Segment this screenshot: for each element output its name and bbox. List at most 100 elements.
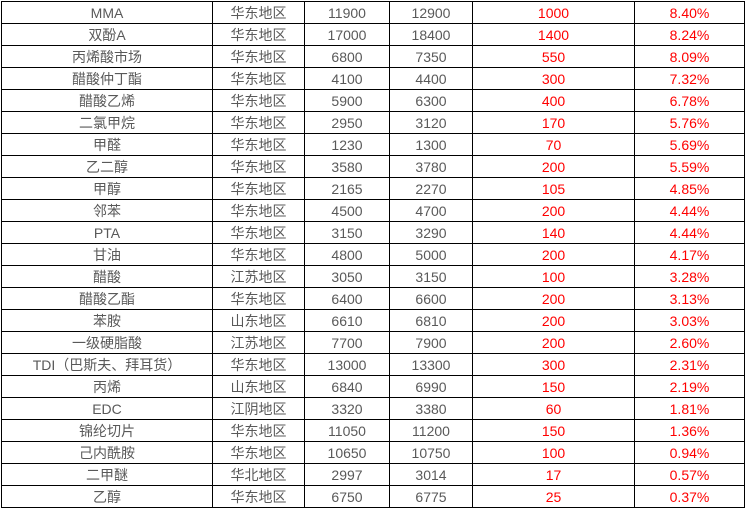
cell-product-name: 邻苯 [1,199,213,222]
cell-region: 华东地区 [212,243,305,266]
cell-change-percent: 5.69% [634,133,745,156]
cell-prev-price: 17000 [304,23,390,46]
table-row: 醋酸乙酯 华东地区 6400 6600 200 3.13% [1,287,745,310]
table-row: 甲醛 华东地区 1230 1300 70 5.69% [1,133,745,156]
cell-product-name: 甘油 [1,243,213,266]
cell-region: 华东地区 [212,1,305,24]
cell-product-name: 己内酰胺 [1,441,213,464]
cell-price-change: 200 [472,199,635,222]
cell-current-price: 18400 [389,23,473,46]
cell-change-percent: 4.17% [634,243,745,266]
cell-product-name: 甲醛 [1,133,213,156]
cell-price-change: 1400 [472,23,635,46]
cell-product-name: 双酚A [1,23,213,46]
cell-price-change: 300 [472,353,635,376]
cell-current-price: 3120 [389,111,473,134]
table-row: TDI（巴斯夫、拜耳货） 华东地区 13000 13300 300 2.31% [1,353,745,376]
cell-price-change: 200 [472,243,635,266]
cell-region: 华东地区 [212,155,305,178]
cell-change-percent: 4.44% [634,221,745,244]
cell-region: 华东地区 [212,199,305,222]
table-row: 丙烯 山东地区 6840 6990 150 2.19% [1,375,745,398]
cell-product-name: 乙二醇 [1,155,213,178]
cell-prev-price: 6840 [304,375,390,398]
cell-change-percent: 3.03% [634,309,745,332]
cell-product-name: 醋酸 [1,265,213,288]
cell-current-price: 11200 [389,419,473,442]
cell-current-price: 6775 [389,485,473,508]
cell-prev-price: 4100 [304,67,390,90]
cell-change-percent: 0.94% [634,441,745,464]
cell-price-change: 200 [472,331,635,354]
cell-prev-price: 3320 [304,397,390,420]
table-row: 二氯甲烷 华东地区 2950 3120 170 5.76% [1,111,745,134]
cell-prev-price: 6750 [304,485,390,508]
cell-product-name: 苯胺 [1,309,213,332]
table-row: 一级硬脂酸 江苏地区 7700 7900 200 2.60% [1,331,745,354]
table-row: 苯胺 山东地区 6610 6810 200 3.03% [1,309,745,332]
cell-change-percent: 6.78% [634,89,745,112]
cell-current-price: 3014 [389,463,473,486]
table-row: 丙烯酸市场 华东地区 6800 7350 550 8.09% [1,45,745,68]
cell-product-name: 醋酸仲丁酯 [1,67,213,90]
cell-prev-price: 1230 [304,133,390,156]
cell-price-change: 170 [472,111,635,134]
cell-price-change: 100 [472,265,635,288]
cell-change-percent: 1.36% [634,419,745,442]
cell-current-price: 6990 [389,375,473,398]
table-row: 己内酰胺 华东地区 10650 10750 100 0.94% [1,441,745,464]
cell-current-price: 7350 [389,45,473,68]
cell-region: 华东地区 [212,67,305,90]
cell-change-percent: 5.59% [634,155,745,178]
cell-prev-price: 7700 [304,331,390,354]
cell-price-change: 17 [472,463,635,486]
cell-change-percent: 5.76% [634,111,745,134]
cell-prev-price: 5900 [304,89,390,112]
cell-change-percent: 2.19% [634,375,745,398]
cell-prev-price: 11900 [304,1,390,24]
cell-region: 江阴地区 [212,397,305,420]
cell-current-price: 3150 [389,265,473,288]
table-row: 锦纶切片 华东地区 11050 11200 150 1.36% [1,419,745,442]
cell-price-change: 70 [472,133,635,156]
cell-current-price: 4700 [389,199,473,222]
cell-change-percent: 8.24% [634,23,745,46]
cell-prev-price: 6800 [304,45,390,68]
cell-product-name: 醋酸乙酯 [1,287,213,310]
cell-change-percent: 7.32% [634,67,745,90]
cell-region: 华东地区 [212,177,305,200]
cell-prev-price: 10650 [304,441,390,464]
cell-product-name: 甲醇 [1,177,213,200]
cell-region: 华东地区 [212,287,305,310]
cell-price-change: 550 [472,45,635,68]
cell-region: 山东地区 [212,309,305,332]
cell-current-price: 3380 [389,397,473,420]
cell-change-percent: 8.40% [634,1,745,24]
cell-price-change: 200 [472,287,635,310]
cell-price-change: 200 [472,155,635,178]
cell-product-name: 丙烯酸市场 [1,45,213,68]
cell-region: 华东地区 [212,111,305,134]
cell-price-change: 105 [472,177,635,200]
cell-current-price: 12900 [389,1,473,24]
cell-product-name: 丙烯 [1,375,213,398]
cell-price-change: 25 [472,485,635,508]
cell-prev-price: 3580 [304,155,390,178]
cell-region: 华东地区 [212,485,305,508]
cell-product-name: PTA [1,221,213,244]
cell-change-percent: 1.81% [634,397,745,420]
cell-prev-price: 13000 [304,353,390,376]
table-row: EDC 江阴地区 3320 3380 60 1.81% [1,397,745,420]
cell-price-change: 200 [472,309,635,332]
cell-change-percent: 4.85% [634,177,745,200]
cell-product-name: 二氯甲烷 [1,111,213,134]
cell-region: 华东地区 [212,419,305,442]
cell-product-name: 二甲醚 [1,463,213,486]
cell-change-percent: 4.44% [634,199,745,222]
cell-region: 华东地区 [212,133,305,156]
cell-current-price: 6600 [389,287,473,310]
cell-current-price: 3290 [389,221,473,244]
cell-region: 华东地区 [212,89,305,112]
